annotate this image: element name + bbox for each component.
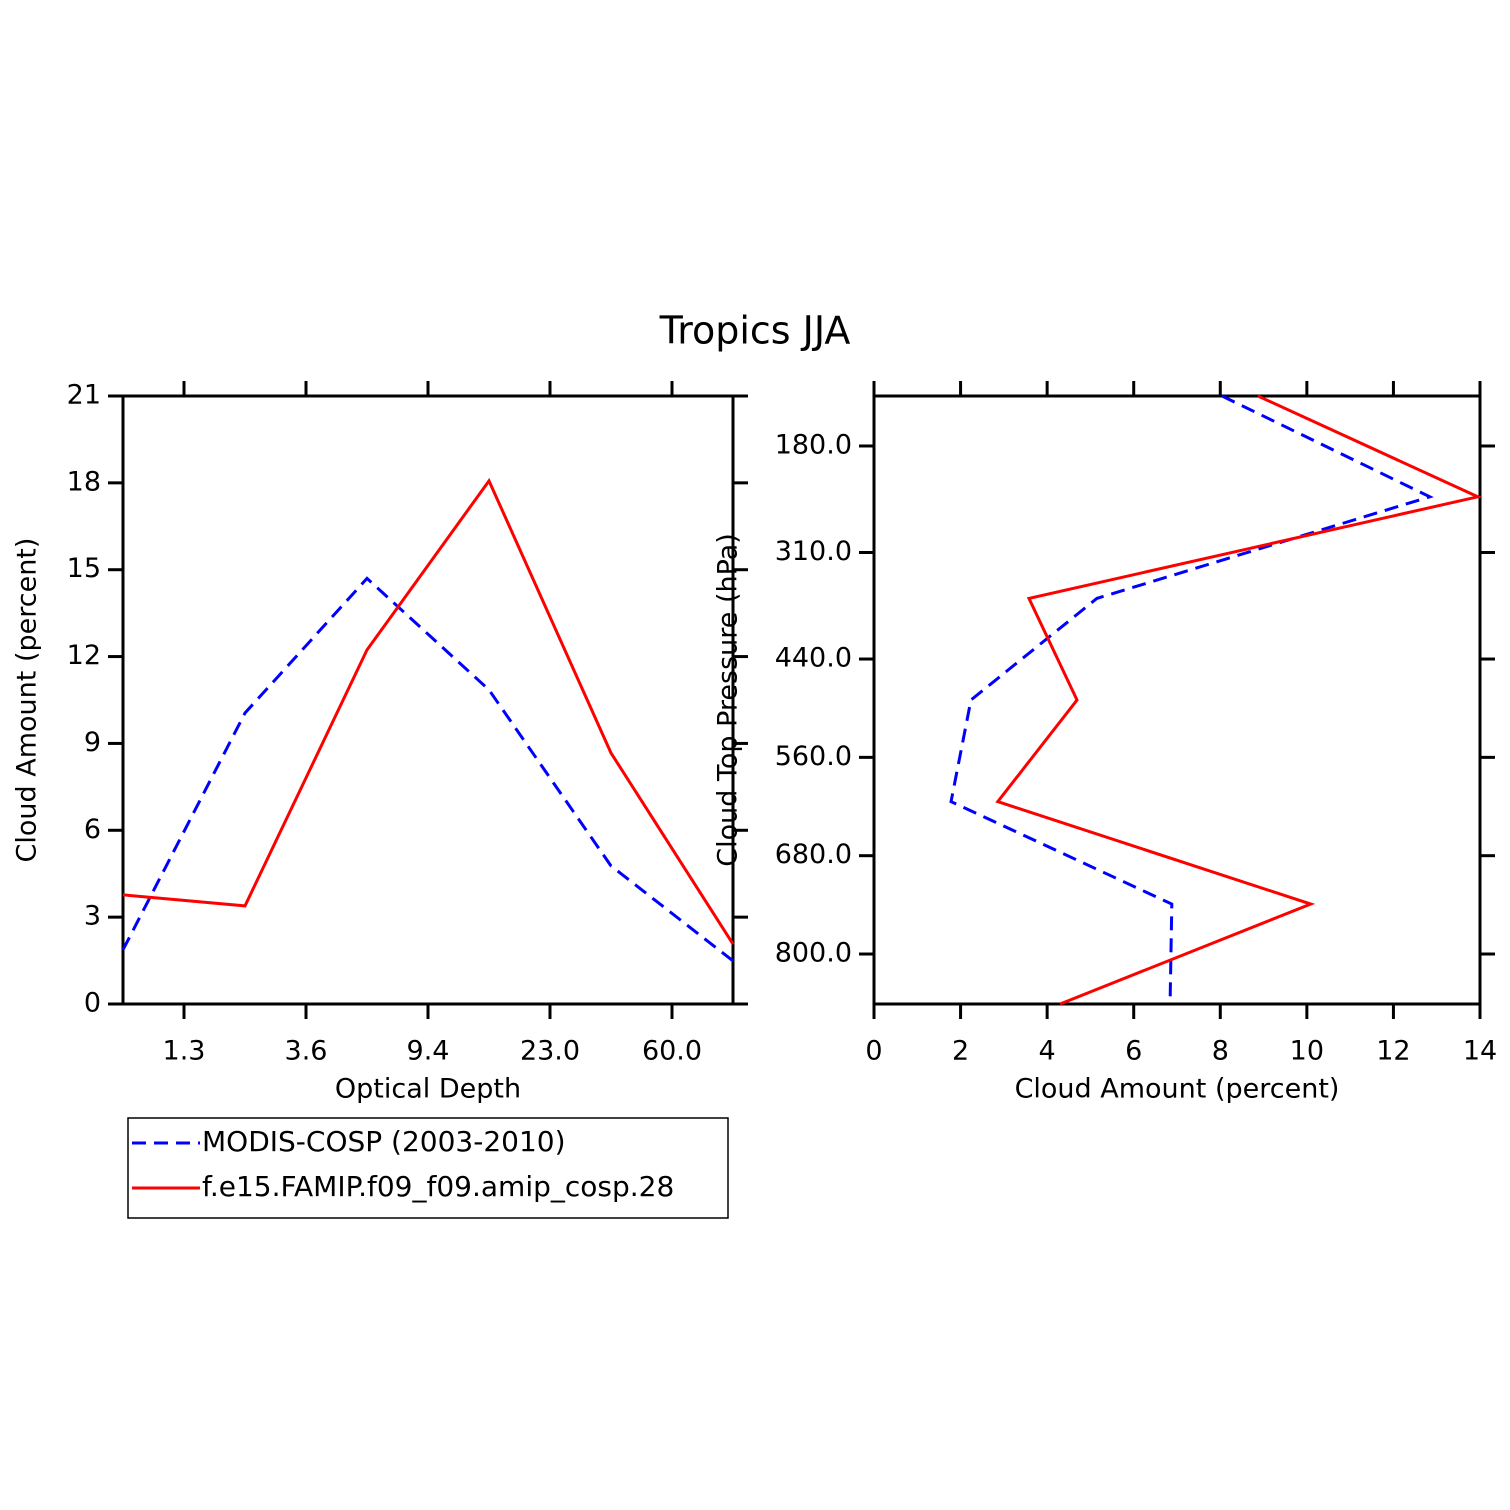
y-tick-label: 560.0 — [775, 741, 852, 772]
x-tick-label: 12 — [1376, 1036, 1410, 1067]
x-tick-label: 60.0 — [642, 1036, 702, 1067]
y-tick-label: 3 — [84, 901, 101, 932]
x-tick-label: 10 — [1290, 1036, 1324, 1067]
x-tick-label: 1.3 — [163, 1036, 206, 1067]
y-tick-label: 800.0 — [775, 938, 852, 969]
x-axis-label: Optical Depth — [335, 1074, 521, 1105]
x-tick-label: 3.6 — [285, 1036, 328, 1067]
y-axis-label: Cloud Amount (percent) — [12, 538, 43, 863]
series-line — [949, 394, 1434, 1005]
chart-title: Tropics JJA — [659, 309, 851, 353]
y-tick-label: 6 — [84, 814, 101, 845]
x-tick-label: 14 — [1463, 1036, 1497, 1067]
x-tick-label: 6 — [1125, 1036, 1142, 1067]
y-tick-label: 310.0 — [775, 536, 852, 567]
y-tick-label: 180.0 — [775, 429, 852, 460]
x-tick-label: 2 — [952, 1036, 969, 1067]
plot-frame — [121, 394, 735, 1006]
legend-box — [127, 1117, 729, 1219]
y-tick-label: 440.0 — [775, 643, 852, 674]
y-tick-label: 680.0 — [775, 839, 852, 870]
y-tick-label: 9 — [84, 727, 101, 758]
series-line — [995, 394, 1483, 1006]
y-tick-label: 12 — [67, 640, 101, 671]
legend-label: MODIS-COSP (2003-2010) — [202, 1125, 566, 1158]
x-tick-label: 0 — [865, 1036, 882, 1067]
legend-label: f.e15.FAMIP.f09_f09.amip_cosp.28 — [202, 1170, 674, 1203]
series-line — [121, 576, 734, 963]
x-tick-label: 8 — [1212, 1036, 1229, 1067]
x-tick-label: 23.0 — [520, 1036, 580, 1067]
x-axis-label: Cloud Amount (percent) — [1015, 1074, 1340, 1105]
y-axis-label: Cloud Top Pressure (hPa) — [713, 533, 744, 867]
x-tick-label: 4 — [1039, 1036, 1056, 1067]
y-tick-label: 21 — [67, 380, 101, 411]
y-tick-label: 0 — [84, 988, 101, 1019]
series-line — [122, 477, 735, 945]
y-tick-label: 18 — [67, 466, 101, 497]
y-tick-label: 15 — [67, 553, 101, 584]
x-tick-label: 9.4 — [407, 1036, 450, 1067]
plot-frame — [872, 394, 1482, 1006]
